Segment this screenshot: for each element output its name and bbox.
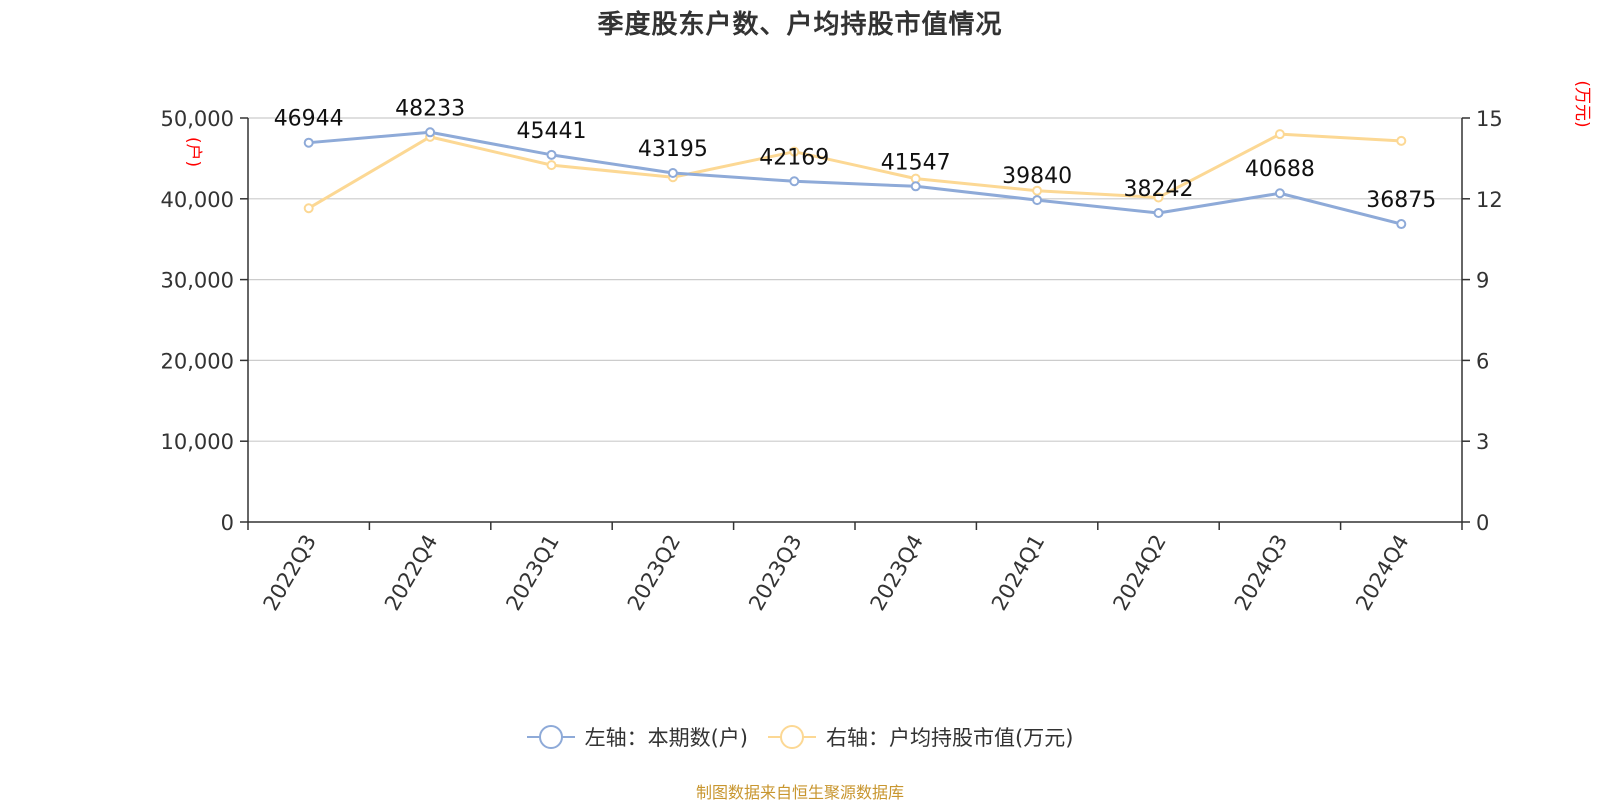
data-label: 43195 (638, 137, 708, 162)
y-left-axis-label: (户) (183, 137, 203, 167)
x-tick-label: 2022Q3 (259, 531, 321, 615)
series-line-households (307, 130, 1403, 226)
y-left-tick-label: 30,000 (161, 269, 234, 293)
y-right-tick-label: 0 (1476, 511, 1489, 535)
legend-label-households: 左轴：本期数(户) (584, 726, 748, 750)
data-label: 40688 (1245, 157, 1315, 182)
x-tick-label: 2024Q4 (1351, 531, 1413, 615)
data-point-households (789, 176, 800, 187)
x-tick-label: 2023Q1 (501, 531, 563, 615)
y-right-tick-label: 15 (1476, 107, 1503, 131)
y-right-tick-label: 9 (1476, 269, 1489, 293)
y-left-tick-label: 10,000 (161, 430, 234, 454)
data-point-households (1032, 195, 1043, 206)
data-label: 36875 (1366, 188, 1436, 213)
legend: 左轴：本期数(户) 右轴：户均持股市值(万元) (0, 722, 1600, 752)
data-point-avg-market-value (1396, 135, 1407, 146)
data-point-households (546, 149, 557, 160)
data-label: 41547 (881, 150, 951, 175)
data-point-avg-market-value (546, 160, 557, 171)
y-right-tick-label: 12 (1476, 188, 1503, 212)
data-label: 38242 (1124, 177, 1194, 202)
data-point-households (425, 127, 436, 138)
x-tick-label: 2023Q2 (623, 531, 685, 615)
y-left-tick-label: 0 (221, 511, 234, 535)
data-point-households (1274, 188, 1285, 199)
data-point-households (910, 181, 921, 192)
data-label: 48233 (395, 96, 465, 121)
y-left-tick-label: 20,000 (161, 349, 234, 373)
x-tick-label: 2024Q2 (1108, 531, 1170, 615)
data-point-avg-market-value (789, 146, 800, 157)
data-point-avg-market-value (1274, 129, 1285, 140)
data-label: 39840 (1002, 164, 1072, 189)
series-line-avg-market-value (307, 132, 1403, 210)
data-point-avg-market-value (1032, 185, 1043, 196)
data-point-households (1396, 219, 1407, 230)
y-left-tick-label: 50,000 (161, 107, 234, 131)
x-tick-label: 2024Q3 (1230, 531, 1292, 615)
y-right-tick-label: 6 (1476, 349, 1489, 373)
x-tick-label: 2024Q1 (987, 531, 1049, 615)
source-note: 制图数据来自恒生聚源数据库 (695, 783, 904, 802)
data-point-households (1153, 208, 1164, 219)
legend-marker-households (526, 724, 575, 750)
legend-item-avg-market-value[interactable]: 右轴：户均持股市值(万元) (768, 722, 1073, 752)
chart-title: 季度股东户数、户均持股市值情况 (597, 10, 1003, 40)
y-right-axis-label: (万元) (1572, 80, 1592, 127)
legend-marker-avg-market-value (768, 724, 816, 750)
data-point-households (303, 137, 314, 148)
y-right-tick-label: 3 (1476, 430, 1489, 454)
data-point-households (667, 167, 678, 178)
legend-label-avg-market-value: 右轴：户均持股市值(万元) (826, 726, 1074, 750)
data-point-avg-market-value (1153, 192, 1164, 203)
data-label: 42169 (759, 145, 829, 170)
data-label: 46944 (274, 107, 344, 132)
y-left-tick-label: 40,000 (161, 188, 234, 212)
x-tick-label: 2023Q4 (866, 531, 928, 615)
x-tick-label: 2022Q4 (380, 531, 442, 615)
data-label: 45441 (517, 119, 587, 144)
data-point-avg-market-value (303, 203, 314, 214)
legend-item-households[interactable]: 左轴：本期数(户) (526, 722, 748, 752)
x-tick-label: 2023Q3 (744, 531, 806, 615)
